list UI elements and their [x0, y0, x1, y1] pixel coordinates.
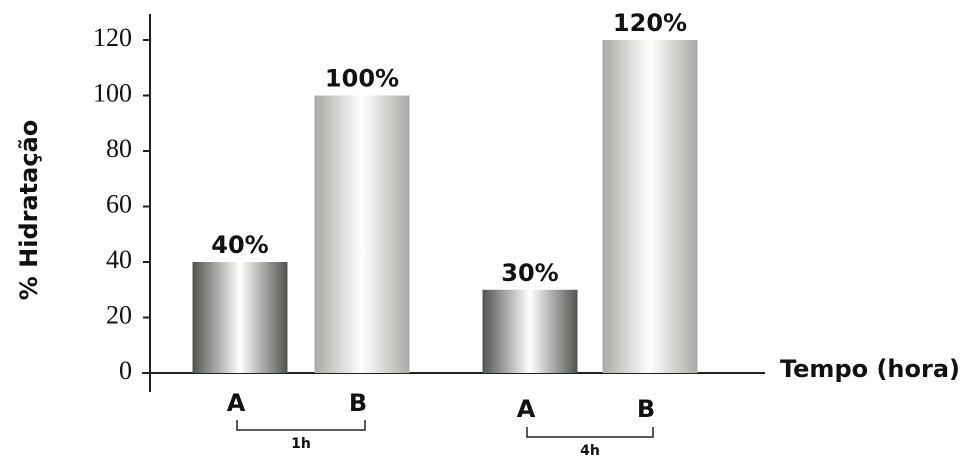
group-label: 4h [580, 443, 600, 459]
y-tick-label: 120 [93, 23, 132, 52]
y-tick-label: 0 [119, 356, 132, 385]
y-axis-label: % Hidratação [15, 120, 43, 301]
y-tick-label: 20 [106, 300, 132, 329]
value-label: 120% [613, 9, 687, 37]
y-tick-label: 80 [106, 134, 132, 163]
value-label: 30% [501, 259, 558, 287]
y-tick-label: 100 [93, 78, 132, 107]
value-label: 100% [325, 65, 399, 93]
group-label: 1h [291, 436, 311, 452]
group-bracket [236, 420, 366, 431]
bar [314, 95, 410, 373]
x-tick-label: A [227, 389, 246, 417]
bar [482, 289, 578, 373]
y-tick-label: 40 [106, 245, 132, 274]
group-bracket [526, 427, 654, 438]
x-tick-label: A [517, 395, 536, 423]
value-label: 40% [211, 231, 268, 259]
x-axis-label: Tempo (hora) [780, 355, 960, 383]
bar [192, 262, 288, 373]
y-tick-label: 60 [106, 189, 132, 218]
bar [602, 40, 698, 373]
x-tick-label: B [637, 395, 655, 423]
x-tick-label: B [349, 389, 367, 417]
